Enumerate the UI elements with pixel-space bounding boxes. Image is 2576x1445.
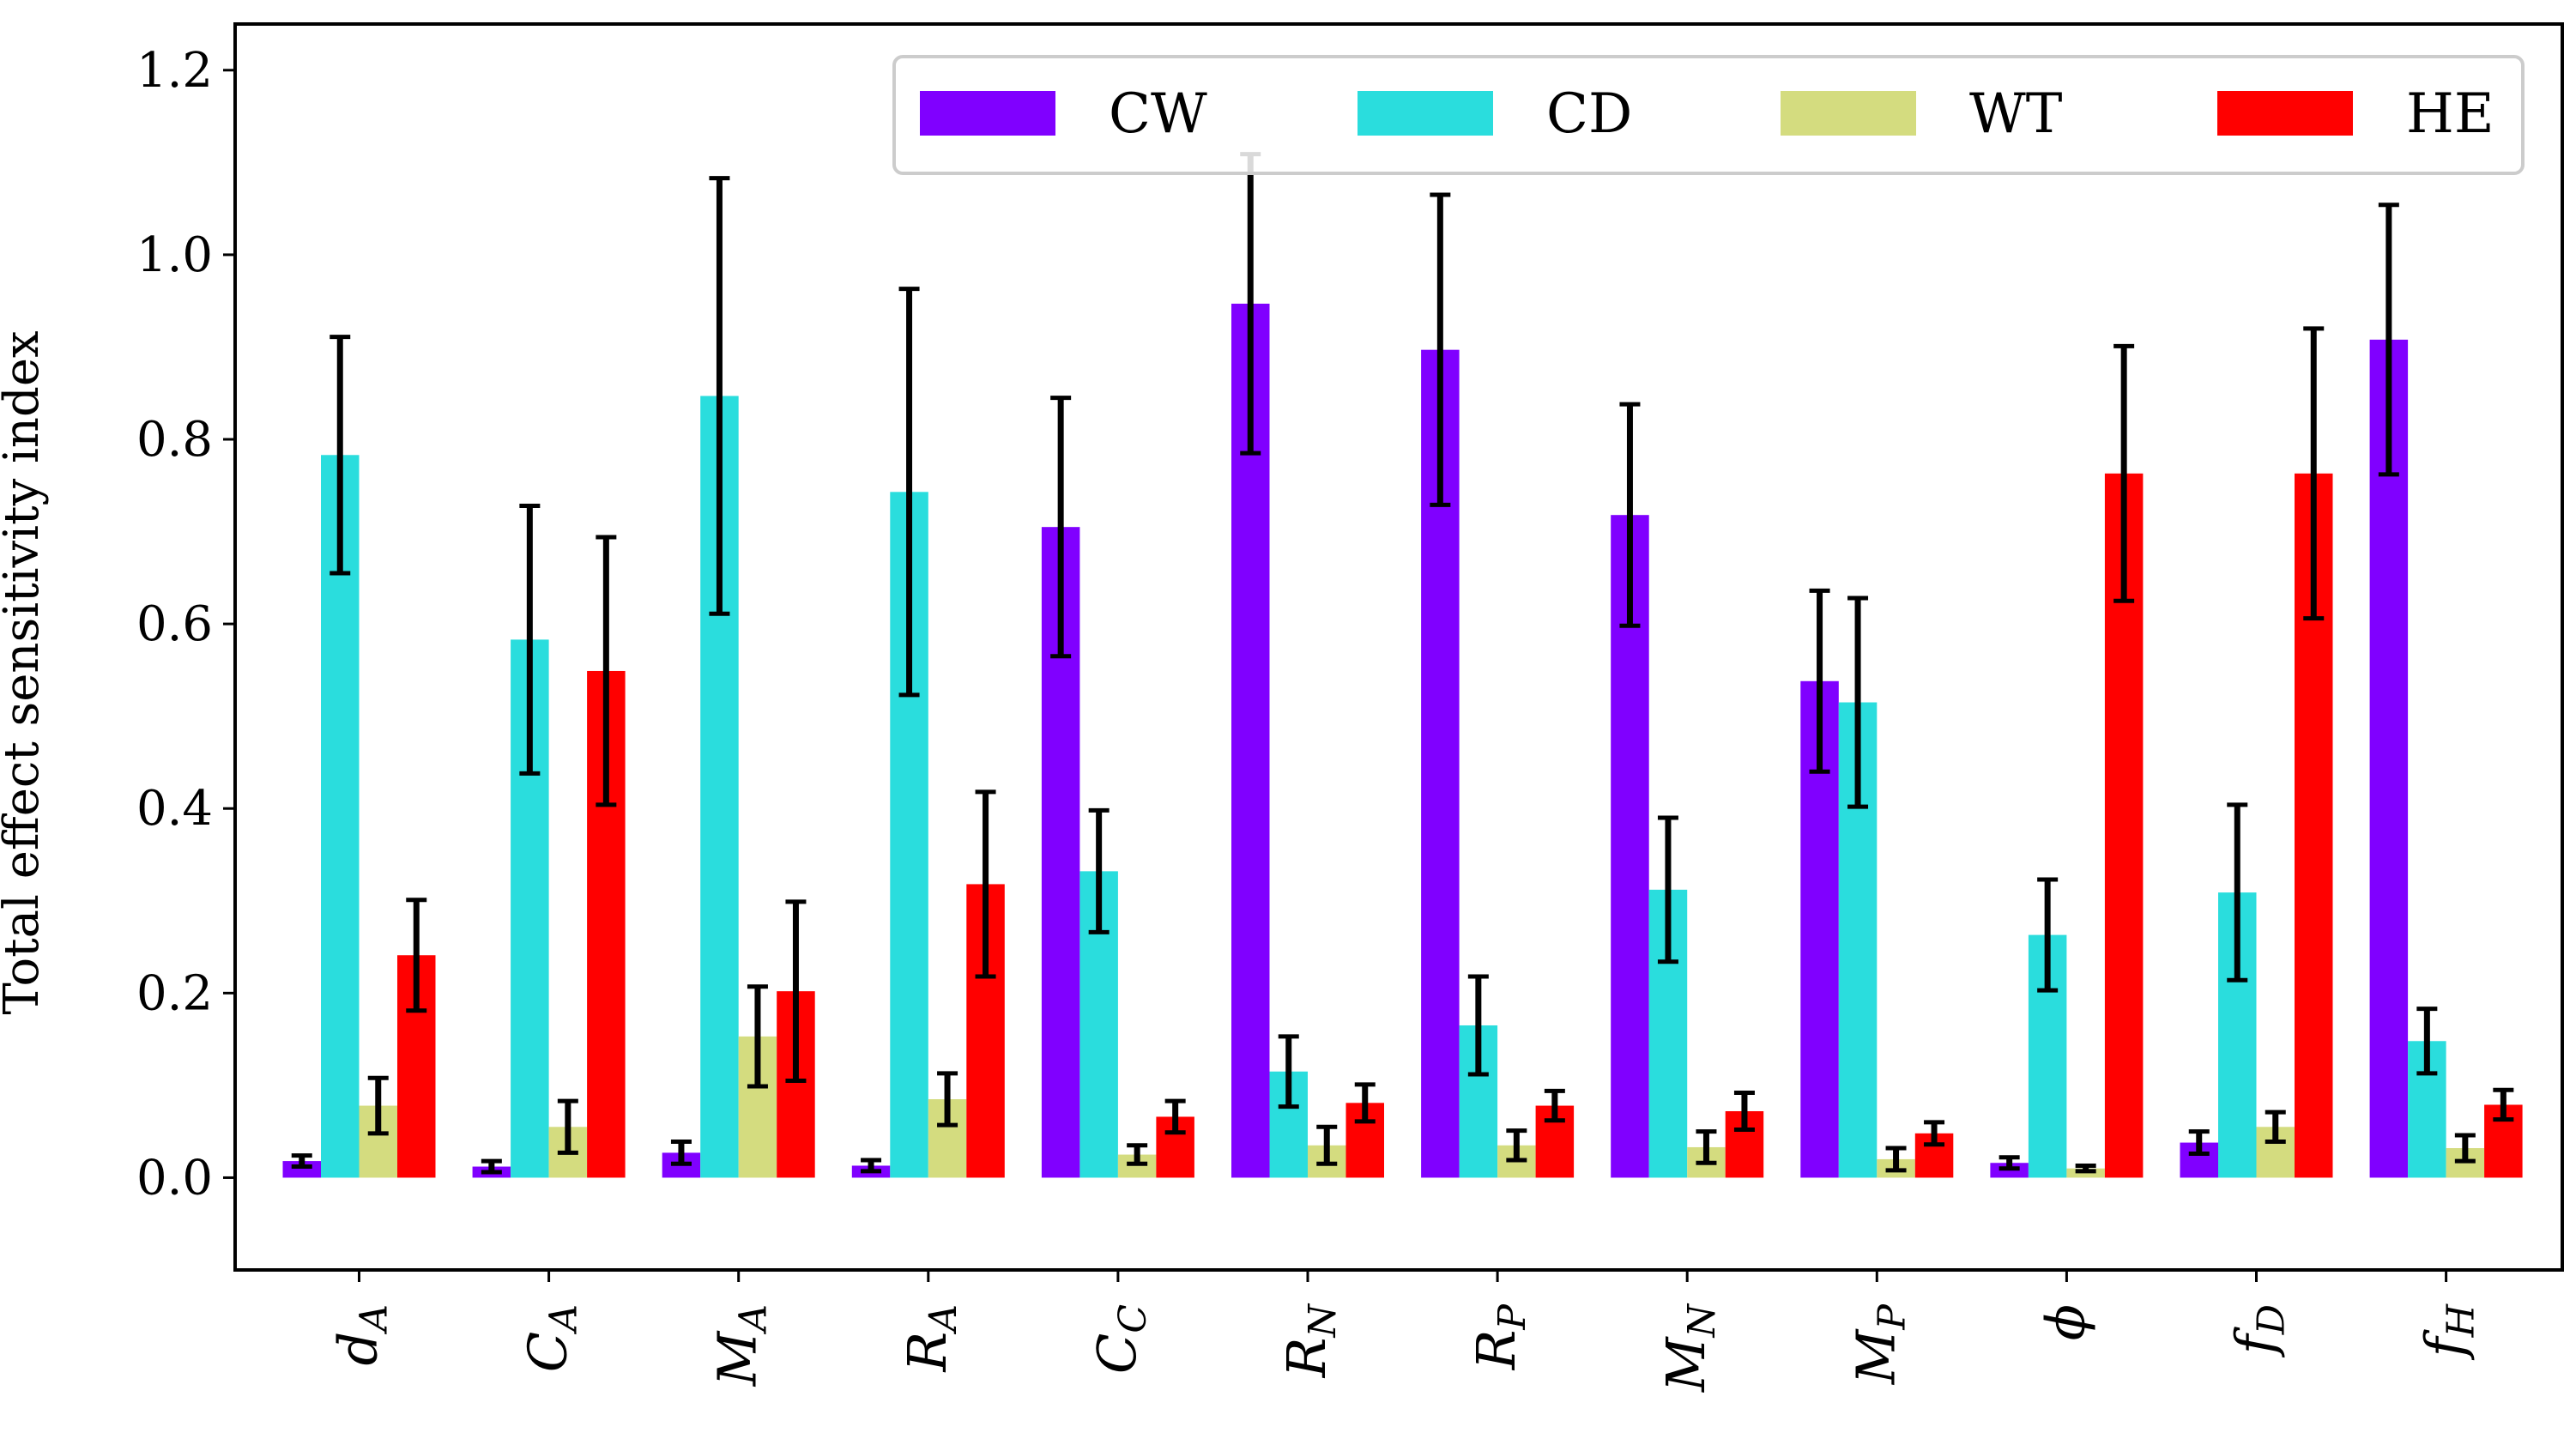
legend-swatch-cd <box>1358 91 1493 136</box>
y-tick-label: 0.4 <box>136 781 213 837</box>
x-tick-label: MN <box>1654 1303 1724 1393</box>
x-tick-label: RA <box>896 1304 965 1372</box>
bar-cw <box>2369 339 2409 1178</box>
x-tick-label: MA <box>706 1304 776 1387</box>
x-tick-label: CA <box>517 1304 586 1372</box>
bar-cd <box>321 455 360 1178</box>
legend-swatch-he <box>2217 91 2353 136</box>
y-tick-label: 1.0 <box>136 227 213 283</box>
x-tick-label: MP <box>1844 1303 1914 1385</box>
x-tick-label: CC <box>1085 1304 1155 1374</box>
x-tick-label: RP <box>1465 1303 1534 1371</box>
legend-label-cw: CW <box>1109 82 1207 146</box>
y-tick-label: 0.0 <box>136 1150 213 1206</box>
legend-swatch-wt <box>1781 91 1916 136</box>
x-tick-label: ϕ <box>2034 1304 2096 1340</box>
y-axis: 0.0 0.2 0.4 0.6 0.8 1.0 1.2 <box>136 43 235 1206</box>
legend-label-he: HE <box>2406 82 2494 146</box>
x-tick-label: RN <box>1275 1303 1345 1379</box>
legend-label-wt: WT <box>1969 82 2063 146</box>
y-tick-label: 1.2 <box>136 43 213 99</box>
y-tick-label: 0.2 <box>136 965 213 1021</box>
error-bars-layer <box>291 152 2514 1175</box>
y-axis-label: Total effect sensitivity index <box>0 330 50 1014</box>
legend: CW CD WT HE <box>892 55 2525 175</box>
y-tick-label: 0.8 <box>136 412 213 468</box>
legend-label-cd: CD <box>1546 82 1632 146</box>
legend-box <box>892 55 2525 175</box>
plot-frame <box>233 22 2564 1272</box>
legend-swatch-cw <box>920 91 1055 136</box>
x-tick-label: dA <box>327 1304 396 1365</box>
y-tick-label: 0.6 <box>136 596 213 652</box>
